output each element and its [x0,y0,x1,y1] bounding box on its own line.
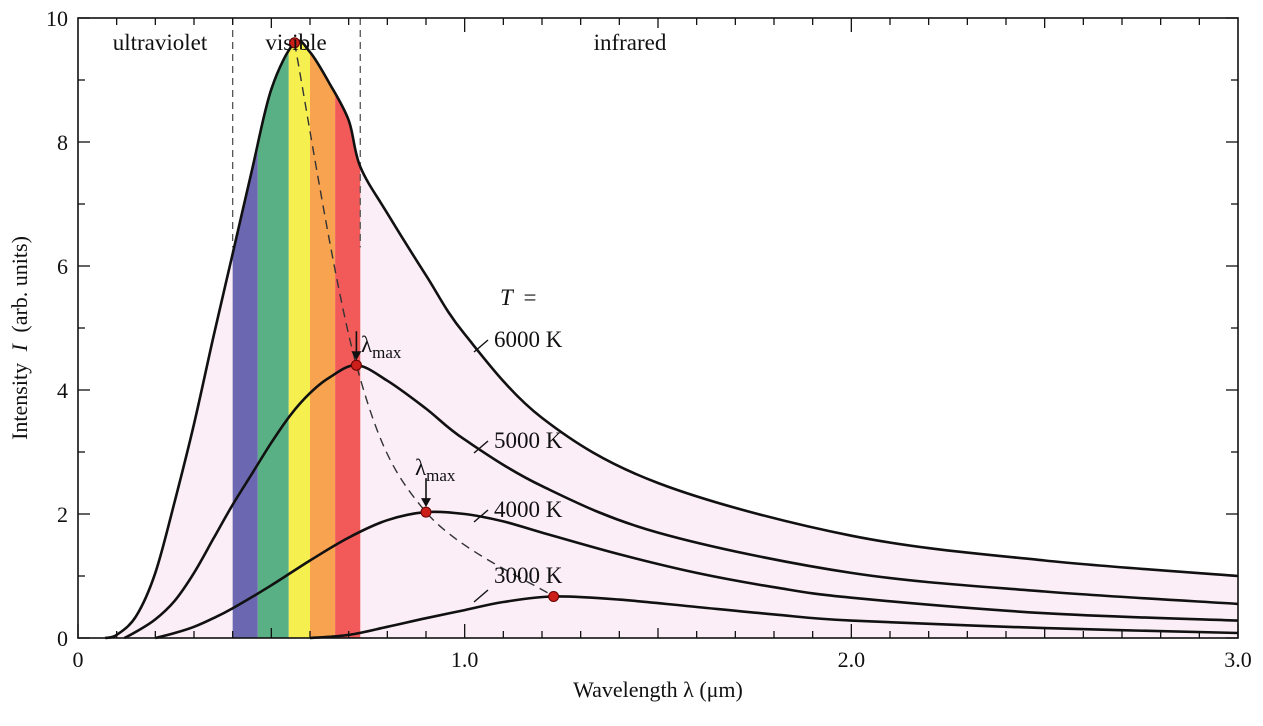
lambda-subscript: max [372,343,402,362]
curve-5000K [123,363,1239,640]
area-fill [105,40,1239,639]
region-boundaries [232,18,361,248]
series-label-3000: 3000 K [494,563,563,588]
lambda-arrow-head-0 [351,351,362,361]
x-tick-label: 1.0 [451,647,479,672]
region-label-infrared: infrared [594,30,667,55]
ticks: 0 1.0 2.0 3.0 0 2 4 6 8 10 [46,6,1252,672]
leader-4000K [473,509,489,523]
lambda-subscript: max [426,466,456,485]
x-tick-label: 0 [73,647,84,672]
leader-3000K [473,589,489,603]
y-tick-label: 4 [57,378,68,403]
y-axis-label-var: I [7,342,32,352]
peak-marker-6000K [289,37,301,49]
y-tick-label: 10 [46,6,68,31]
series-curves [104,39,1239,640]
region-label-ultraviolet: ultraviolet [113,30,208,55]
curve-3000K [309,595,1239,640]
x-axis-label: Wavelength λ (μm) [573,677,743,702]
series-label-4000: 4000 K [494,497,563,522]
temperature-prefix: T = [500,285,537,310]
leader-6000K [473,339,489,353]
lambda-arrow-head-1 [421,498,431,508]
peak-marker-4000K [420,506,432,518]
lambda-symbol: λ [415,455,427,480]
series-label-5000: 5000 K [494,428,563,453]
temperature-var: T [500,285,515,310]
x-tick-label: 2.0 [838,647,866,672]
y-tick-label: 6 [57,254,68,279]
peak-markers [289,37,560,602]
labels: ultraviolet visible infrared T = 6000 K … [7,30,743,702]
peak-locus [293,42,554,598]
temperature-eq: = [524,285,537,310]
area-under-6000K [105,40,1239,639]
visible-band-2 [288,40,310,638]
region-label-visible: visible [265,30,326,55]
y-tick-label: 2 [57,502,68,527]
lambda-max-label-1: λmax [361,332,402,362]
visible-band-1 [257,40,289,638]
curve-6000K [104,39,1239,640]
lambda-max-label-2: λmax [415,455,456,485]
peak-marker-5000K [350,359,362,371]
y-axis-label-pre: Intensity [7,363,32,440]
y-tick-label: 8 [57,130,68,155]
curve-4000K [154,510,1239,640]
visible-band-3 [310,40,336,638]
lambda-symbol: λ [361,332,373,357]
x-tick-label: 3.0 [1224,647,1252,672]
y-tick-label: 0 [57,626,68,651]
peak-marker-3000K [548,590,560,602]
series-label-6000: 6000 K [494,327,563,352]
y-axis-label-post: (arb. units) [7,236,32,333]
y-axis-label: Intensity I (arb. units) [7,236,32,440]
leader-5000K [473,440,489,454]
